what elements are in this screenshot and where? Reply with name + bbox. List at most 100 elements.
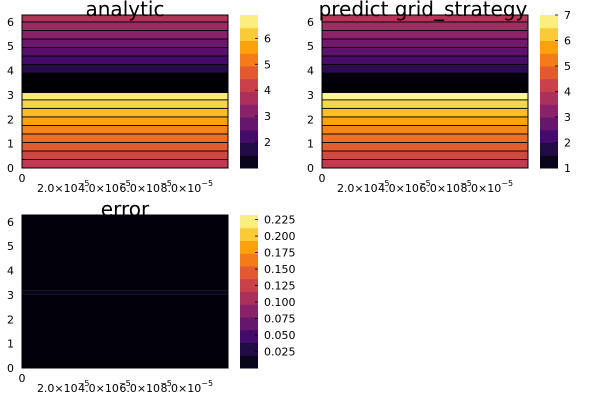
colorbar-segment	[540, 155, 558, 169]
heatmap-band	[21, 142, 229, 152]
heatmap-band	[21, 124, 229, 135]
heatmap-band	[321, 159, 529, 169]
x-tick-label: 4.0×10−5	[378, 179, 431, 195]
colorbar-tick-label: 3	[264, 110, 271, 123]
colorbar-tick-label: 6	[264, 32, 271, 45]
x-tick-label: 4.0×10−5	[78, 379, 131, 395]
colorbar-segment	[240, 227, 258, 241]
heatmap-band	[21, 30, 229, 40]
colorbar-segment	[240, 104, 258, 118]
colorbar-segment	[240, 278, 258, 292]
y-tick-label: 3	[7, 89, 14, 102]
y-tick-label: 3	[307, 89, 314, 102]
x-tick-label: 8.0×10−5	[161, 379, 214, 395]
y-tick-label: 6	[307, 16, 314, 29]
colorbar-segment	[240, 117, 258, 131]
y-tick-label: 1	[7, 138, 14, 151]
colorbar-tick-label: 0.175	[264, 247, 296, 260]
y-tick-label: 0	[307, 162, 314, 175]
colorbar-tick-label: 1	[564, 162, 571, 175]
colorbar-segment	[240, 329, 258, 343]
x-tick-label: 2.0×10−5	[337, 179, 390, 195]
heatmap-band	[321, 99, 529, 109]
heatmap-band	[321, 116, 529, 126]
colorbar-tick-label: 3	[564, 111, 571, 124]
colorbar-tick-label: 2	[264, 136, 271, 149]
colorbar-segment	[540, 91, 558, 105]
heatmap-panel-3: error 0 1 2 3 4 5 6 0 2.0×10−54.0×10−56.0×10−58.0…	[7, 197, 296, 395]
y-tick-label: 3	[7, 289, 14, 302]
x-tick-label: 8.0×10−5	[461, 179, 514, 195]
y-tick-label: 2	[7, 113, 14, 126]
heatmap-band	[21, 133, 229, 143]
heatmap-band	[321, 124, 529, 135]
heatmap-band	[321, 107, 529, 118]
colorbar-segment	[240, 342, 258, 356]
heatmap-panel-2: predict grid_strategy 0 1 2 3 4 5 6 0 2.0×10−54.0…	[307, 0, 571, 195]
heatmap-band	[22, 290, 228, 295]
heatmap-band	[321, 55, 529, 65]
colorbar-tick-label: 5	[564, 60, 571, 73]
x-tick-label: 2.0×10−5	[37, 179, 90, 195]
heatmap-band	[321, 82, 529, 93]
colorbar-segment	[240, 53, 258, 67]
heatmap-band	[22, 294, 228, 368]
colorbar-segment	[540, 40, 558, 54]
heatmap-band	[321, 150, 529, 160]
colorbar-tick-label: 0.050	[264, 329, 296, 342]
x-tick-label: 6.0×10−5	[119, 179, 172, 195]
y-tick-label: 0	[7, 362, 14, 375]
colorbar-segment	[240, 91, 258, 105]
colorbar-segment	[540, 129, 558, 143]
colorbar-tick-label: 0.100	[264, 296, 296, 309]
y-tick-label: 4	[7, 265, 14, 278]
colorbar-segment	[540, 15, 558, 29]
colorbar-segment	[240, 155, 258, 169]
colorbar-segment	[240, 304, 258, 318]
colorbar-segment	[540, 104, 558, 118]
heatmap-band	[321, 21, 529, 31]
x-tick-label: 2.0×10−5	[37, 379, 90, 395]
heatmap-band	[21, 72, 229, 84]
y-tick-label: 5	[7, 240, 14, 253]
heatmap-band	[21, 55, 229, 65]
colorbar-segment	[240, 266, 258, 280]
y-tick-label: 4	[7, 65, 14, 78]
heatmap-band	[21, 107, 229, 118]
y-tick-label: 0	[7, 162, 14, 175]
heatmap-band	[321, 38, 529, 48]
colorbar-tick-label: 0.075	[264, 313, 296, 326]
chart-title: predict grid_strategy	[319, 0, 528, 21]
colorbar-segment	[540, 142, 558, 156]
x-tick-label: 0	[19, 372, 26, 385]
plot-frame	[321, 14, 529, 169]
colorbar-tick-label: 4	[264, 84, 271, 97]
colorbar-segment	[540, 66, 558, 80]
y-tick-label: 1	[7, 338, 14, 351]
colorbar-segment	[240, 40, 258, 54]
colorbar-segment	[540, 78, 558, 92]
heatmap-band	[21, 64, 229, 74]
heatmap-band	[21, 159, 229, 169]
colorbar-segment	[540, 27, 558, 41]
y-tick-label: 1	[307, 138, 314, 151]
colorbar-segment	[240, 142, 258, 156]
heatmap-band	[321, 47, 529, 57]
colorbar-tick-label: 4	[564, 86, 571, 99]
colorbar-segment	[240, 240, 258, 254]
colorbar-segment	[240, 291, 258, 305]
heatmap-band	[21, 47, 229, 57]
colorbar-tick-label: 0.225	[264, 214, 296, 227]
colorbar-segment	[240, 129, 258, 143]
chart-title: error	[101, 197, 150, 221]
colorbar-segment	[240, 317, 258, 331]
heatmap-band	[321, 30, 529, 40]
heatmap-band	[21, 82, 229, 93]
colorbar-tick-label: 0.125	[264, 280, 296, 293]
heatmap-band	[321, 64, 529, 74]
x-tick-label: 6.0×10−5	[419, 179, 472, 195]
heatmap-band	[321, 142, 529, 152]
heatmap-band	[321, 133, 529, 143]
colorbar-segment	[240, 253, 258, 267]
heatmap-band	[21, 21, 229, 31]
